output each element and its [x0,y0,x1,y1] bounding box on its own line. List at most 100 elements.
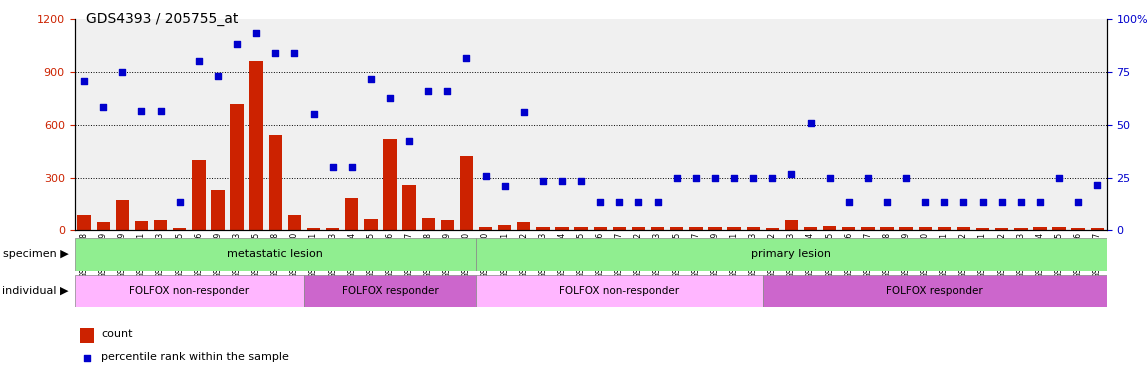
Bar [670,227,684,230]
Point [992,199,1011,205]
Bar [632,227,645,230]
Point [648,199,666,205]
Point [381,95,399,101]
Bar [154,220,167,230]
Point [705,175,724,182]
Point [533,178,552,184]
Bar [306,228,320,230]
Point [610,199,629,205]
Bar [192,160,205,230]
Point [820,175,838,182]
Bar [498,225,512,230]
Point [286,50,304,56]
Bar [116,200,128,230]
Bar [994,228,1008,230]
Point [668,175,686,182]
Point [802,120,820,126]
Point [763,175,781,182]
Bar [1052,227,1066,230]
Point [400,137,419,144]
Bar [899,227,913,230]
Bar [231,104,243,230]
Bar [536,227,549,230]
Bar [345,198,358,230]
Bar [517,222,530,230]
Point [877,199,896,205]
Point [1050,175,1068,182]
Point [189,58,208,65]
Point [496,183,514,189]
Point [343,164,361,170]
Bar [1071,228,1085,230]
Bar [957,227,970,230]
Bar [476,238,1107,271]
Bar [861,227,874,230]
Bar [575,227,587,230]
Bar [249,61,263,230]
Point [323,164,342,170]
Point [438,88,457,94]
Bar [326,228,340,230]
Text: specimen ▶: specimen ▶ [3,249,69,260]
Text: FOLFOX responder: FOLFOX responder [887,286,983,296]
Bar [268,136,282,230]
Bar [96,222,110,230]
Point [114,69,132,75]
Bar [403,185,415,230]
Bar [727,227,741,230]
Bar [593,227,607,230]
Bar [804,227,817,230]
Point [1031,199,1050,205]
Point [687,175,705,182]
Bar [173,228,186,230]
Bar [937,227,951,230]
Bar [1091,228,1103,230]
Point [151,108,170,114]
Point [1012,199,1030,205]
Bar [383,139,397,230]
Point [840,199,858,205]
Bar [612,227,626,230]
Text: GDS4393 / 205755_at: GDS4393 / 205755_at [86,12,239,25]
Point [859,175,877,182]
Point [897,175,915,182]
Point [94,104,112,110]
Bar [460,157,473,230]
Bar [765,228,779,230]
Bar [785,220,798,230]
Bar [75,238,476,271]
Bar [1014,228,1028,230]
Text: individual ▶: individual ▶ [2,286,69,296]
Point [458,55,476,61]
Point [247,30,265,36]
Bar [78,215,91,230]
Bar [440,220,454,230]
Bar [304,275,476,307]
Bar [288,215,301,230]
Bar [135,221,148,230]
Text: FOLFOX non-responder: FOLFOX non-responder [130,286,249,296]
Point [954,199,973,205]
Bar [650,227,664,230]
Bar [421,218,435,230]
Bar [478,227,492,230]
Point [419,88,437,94]
Bar [555,227,569,230]
Point [572,178,591,184]
Point [266,50,284,56]
Bar [763,275,1107,307]
Point [782,171,801,177]
Text: count: count [101,329,132,339]
Bar [211,190,225,230]
Point [974,199,992,205]
Point [630,199,648,205]
Bar [976,228,989,230]
Point [228,41,247,47]
Text: percentile rank within the sample: percentile rank within the sample [101,352,289,362]
Bar [708,227,721,230]
Point [744,175,763,182]
Point [132,108,150,114]
Text: metastatic lesion: metastatic lesion [227,249,323,260]
Bar [1033,227,1046,230]
Point [78,355,96,361]
